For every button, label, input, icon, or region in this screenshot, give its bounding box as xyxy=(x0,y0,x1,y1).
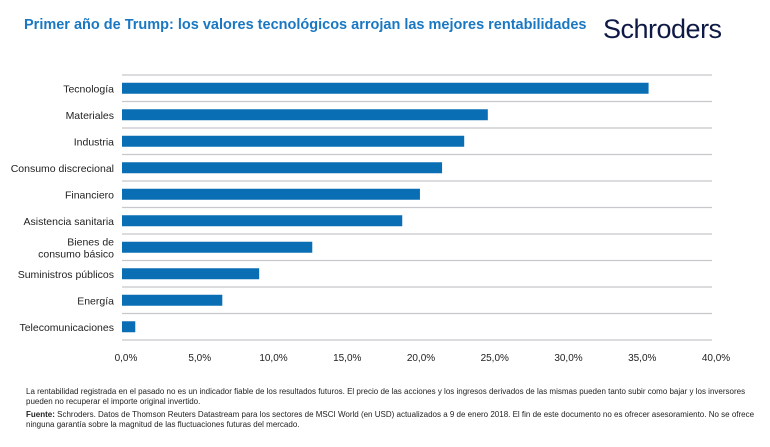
category-label: Suministros públicos xyxy=(18,269,114,281)
source-text: Schroders. Datos de Thomson Reuters Data… xyxy=(26,410,755,429)
category-label: Tecnología xyxy=(63,83,114,95)
footer: La rentabilidad registrada en el pasado … xyxy=(26,387,762,430)
bar-chart: Tecnología Materiales Industria Consumo dis… xyxy=(11,74,730,364)
bar-tecnología xyxy=(122,82,649,94)
category-label: Materiales xyxy=(66,110,114,122)
category-label-line: Telecomunicaciones xyxy=(19,322,114,334)
category-label: Financiero xyxy=(65,189,114,201)
category-label: Energía xyxy=(77,295,114,307)
category-label: Consumo discrecional xyxy=(11,163,114,175)
category-label: Telecomunicaciones xyxy=(19,322,114,334)
category-label: Bienes de consumo básico xyxy=(38,236,114,260)
bar-industria xyxy=(122,135,465,147)
category-label-line: Industria xyxy=(74,136,114,148)
category-label-line: Asistencia sanitaria xyxy=(24,216,115,228)
x-tick-label: 5,0% xyxy=(188,353,211,364)
category-label: Asistencia sanitaria xyxy=(24,216,115,228)
bar-telecomunicaciones xyxy=(122,321,136,333)
x-tick-label: 20,0% xyxy=(407,353,435,364)
bar-asistencia-sanitaria xyxy=(122,215,403,227)
category-label-line: Financiero xyxy=(65,189,114,201)
bar-bienes-de-consumo-básico xyxy=(122,241,313,253)
x-tick-label: 0,0% xyxy=(115,353,138,364)
x-tick-label: 15,0% xyxy=(333,353,361,364)
x-tick-label: 30,0% xyxy=(554,353,582,364)
x-tick-label: 40,0% xyxy=(702,353,730,364)
x-tick-label: 35,0% xyxy=(628,353,656,364)
bar-consumo-discrecional xyxy=(122,162,443,174)
category-label-line: consumo básico xyxy=(38,248,114,260)
category-label-line: Tecnología xyxy=(63,83,114,95)
category-label: Industria xyxy=(74,136,114,148)
x-tick-label: 25,0% xyxy=(481,353,509,364)
category-label-line: Bienes de xyxy=(67,236,114,248)
bar-energía xyxy=(122,294,223,306)
schroders-logo: Schroders xyxy=(603,14,722,44)
x-tick-label: 10,0% xyxy=(259,353,287,364)
category-label-line: Energía xyxy=(77,295,114,307)
disclaimer-text: La rentabilidad registrada en el pasado … xyxy=(26,387,746,406)
category-label-line: Consumo discrecional xyxy=(11,163,114,175)
category-label-line: Suministros públicos xyxy=(18,269,114,281)
source-note: Fuente: Schroders. Datos de Thomson Reut… xyxy=(26,410,762,430)
chart-title: Primer año de Trump: los valores tecnoló… xyxy=(24,17,587,33)
category-label-line: Materiales xyxy=(66,110,114,122)
bar-financiero xyxy=(122,188,420,200)
bar-suministros-públicos xyxy=(122,268,260,280)
source-label: Fuente: xyxy=(26,410,55,419)
bar-materiales xyxy=(122,109,488,121)
